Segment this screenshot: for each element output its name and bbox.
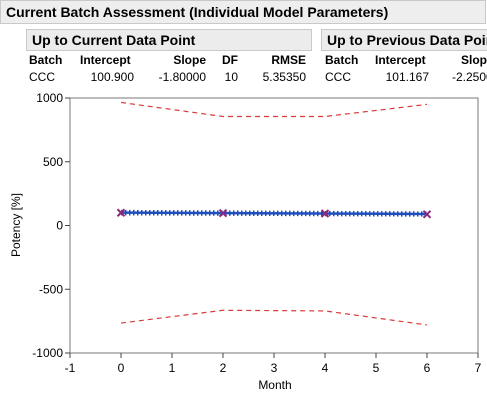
y-tick-label: -1000: [32, 346, 63, 360]
current-data-point-panel: Up to Current Data Point Batch Intercept…: [26, 29, 312, 87]
cell-rmse: 5.35350: [262, 70, 306, 84]
previous-panel-title[interactable]: Up to Previous Data Point: [321, 29, 487, 51]
cell-slope: -1.80000: [158, 70, 206, 84]
marker-stroke: [218, 208, 228, 218]
y-tick-label: 1000: [36, 91, 63, 105]
confidence-band-line: [120, 213, 428, 217]
plot-area: [69, 97, 479, 354]
col-rmse: RMSE: [271, 53, 306, 67]
x-tick-label: 4: [322, 361, 329, 375]
col-slope: Slope: [173, 53, 206, 67]
marker-stroke: [320, 209, 330, 218]
report-title: Current Batch Assessment (Individual Mod…: [6, 4, 389, 20]
data-point-marker: [218, 208, 228, 218]
current-panel-row: CCC 100.900 -1.80000 10 5.35350: [26, 68, 312, 85]
x-tick-label: 1: [169, 361, 176, 375]
previous-panel-row: CCC 101.167 -2.25000: [321, 68, 487, 85]
marker-stroke: [422, 210, 432, 219]
x-tick-label: 3: [271, 361, 278, 375]
data-point-marker: [116, 208, 126, 217]
limit-line: [120, 101, 428, 118]
data-point-marker: [320, 209, 330, 218]
col-intercept: Intercept: [80, 53, 131, 67]
col-df: DF: [222, 53, 238, 67]
cell-slope: -2.25000: [452, 70, 487, 84]
previous-panel-header-row: Batch Intercept Slope: [321, 51, 487, 68]
col-intercept: Intercept: [375, 53, 426, 67]
limit-line: [120, 309, 428, 326]
fit-line: [120, 211, 428, 216]
marker-stroke: [116, 208, 126, 217]
x-tick-label: 7: [475, 361, 482, 375]
y-tick-label: 0: [56, 219, 63, 233]
previous-data-point-panel: Up to Previous Data Point Batch Intercep…: [321, 29, 487, 87]
x-axis-label: Month: [258, 378, 291, 392]
y-tick-label: -500: [39, 282, 63, 296]
cell-batch: CCC: [29, 70, 55, 84]
col-slope: Slope: [461, 53, 487, 67]
y-axis-label: Potency [%]: [9, 193, 23, 257]
potency-chart-svg[interactable]: -1000 -500 0 500 1000 -1 0 1 2 3 4 5 6 7 Month Poten…: [0, 88, 487, 406]
x-tick-label: -1: [65, 361, 76, 375]
report-title-bar[interactable]: Current Batch Assessment (Individual Mod…: [0, 0, 486, 24]
x-tick-label: 6: [424, 361, 431, 375]
y-tick-label: 500: [43, 155, 63, 169]
cell-batch: CCC: [325, 70, 351, 84]
cell-df: 10: [224, 70, 238, 84]
data-point-marker: [422, 210, 432, 219]
col-batch: Batch: [325, 53, 359, 67]
current-panel-title[interactable]: Up to Current Data Point: [26, 29, 312, 51]
x-tick-label: 5: [373, 361, 380, 375]
x-tick-label: 0: [118, 361, 125, 375]
cell-intercept: 101.167: [385, 70, 429, 84]
x-tick-label: 2: [220, 361, 227, 375]
potency-chart[interactable]: -1000 -500 0 500 1000 -1 0 1 2 3 4 5 6 7 Month Poten…: [0, 88, 487, 406]
cell-intercept: 100.900: [90, 70, 134, 84]
confidence-band-line: [120, 209, 428, 214]
col-batch: Batch: [29, 53, 63, 67]
current-panel-header-row: Batch Intercept Slope DF RMSE: [26, 51, 312, 68]
